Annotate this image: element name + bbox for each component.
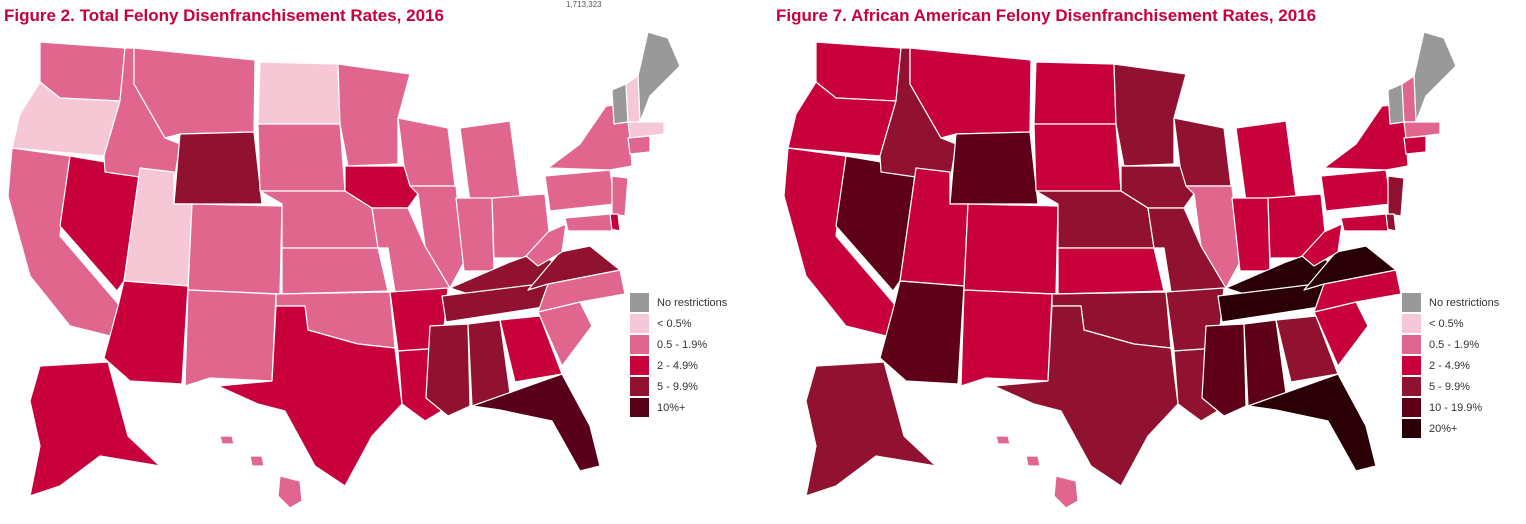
legend-label: No restrictions	[1429, 296, 1500, 309]
legend-swatch	[630, 356, 649, 375]
state-wv	[525, 223, 567, 267]
state-md	[564, 213, 613, 232]
state-ct	[627, 135, 651, 155]
state-mi	[1235, 120, 1297, 203]
state-mn	[1113, 63, 1187, 167]
legend-item: 10 - 19.9%	[1402, 397, 1499, 418]
legend-label: 2 - 4.9%	[657, 359, 698, 372]
legend-swatch	[630, 377, 649, 396]
state-ks	[1057, 247, 1165, 295]
legend-swatch	[1402, 335, 1421, 354]
state-co	[187, 203, 283, 295]
state-nm	[960, 289, 1053, 387]
figure-2-legend: No restrictions < 0.5% 0.5 - 1.9% 2 - 4.9% 5…	[630, 292, 727, 418]
legend-label: 0.5 - 1.9%	[657, 338, 708, 351]
legend-item: 10%+	[630, 397, 727, 418]
state-wi	[1173, 117, 1232, 187]
legend-swatch	[1402, 356, 1421, 375]
state-hi	[995, 435, 1079, 509]
legend-item: 20%+	[1402, 418, 1499, 439]
legend-label: 20%+	[1429, 422, 1458, 435]
legend-swatch	[1402, 293, 1421, 312]
state-pa	[544, 169, 616, 212]
state-vt	[611, 83, 629, 125]
state-co	[963, 203, 1059, 295]
legend-label: 0.5 - 1.9%	[1429, 338, 1480, 351]
state-sd	[257, 123, 346, 192]
figure-7-title: Figure 7. African American Felony Disenf…	[776, 6, 1317, 25]
legend-swatch	[1402, 419, 1421, 438]
state-va	[1303, 245, 1397, 291]
legend-label: 2 - 4.9%	[1429, 359, 1470, 372]
state-ma	[627, 121, 665, 139]
state-mn	[337, 63, 411, 167]
figure-7-legend: No restrictions < 0.5% 0.5 - 1.9% 2 - 4.9% 5…	[1402, 292, 1499, 439]
legend-swatch	[630, 293, 649, 312]
state-me	[1413, 31, 1457, 123]
state-ak	[805, 361, 937, 497]
state-wy	[173, 131, 263, 205]
legend-item: 5 - 9.9%	[630, 376, 727, 397]
figure-2-corner-tag: 1,713,323	[566, 0, 602, 9]
state-me	[637, 31, 681, 123]
state-ct	[1403, 135, 1427, 155]
map-african-american-felony-disenfranchisement	[783, 31, 1457, 509]
legend-label: 5 - 9.9%	[657, 380, 698, 393]
state-tx	[217, 305, 403, 487]
legend-item: No restrictions	[630, 292, 727, 313]
state-fl	[471, 373, 601, 472]
state-ak	[29, 361, 161, 497]
state-pa	[1320, 169, 1392, 212]
state-hi	[219, 435, 303, 509]
legend-swatch	[1402, 377, 1421, 396]
state-wv	[1301, 223, 1343, 267]
state-tx	[993, 305, 1179, 487]
state-md	[1340, 213, 1389, 232]
state-nh	[625, 75, 641, 123]
legend-item: < 0.5%	[1402, 313, 1499, 334]
legend-item: 5 - 9.9%	[1402, 376, 1499, 397]
legend-label: 10 - 19.9%	[1429, 401, 1483, 414]
legend-swatch	[1402, 398, 1421, 417]
legend-label: < 0.5%	[657, 317, 692, 330]
state-sd	[1033, 123, 1122, 192]
legend-swatch	[630, 314, 649, 333]
state-nm	[184, 289, 277, 387]
legend-label: 5 - 9.9%	[1429, 380, 1470, 393]
state-az	[103, 280, 189, 385]
state-ms	[425, 323, 471, 417]
state-fl	[1247, 373, 1377, 472]
legend-item: < 0.5%	[630, 313, 727, 334]
legend-swatch	[630, 398, 649, 417]
state-nd	[257, 61, 341, 125]
legend-item: No restrictions	[1402, 292, 1499, 313]
legend-label: No restrictions	[657, 296, 728, 309]
legend-item: 2 - 4.9%	[630, 355, 727, 376]
state-wi	[397, 117, 456, 187]
state-ms	[1201, 323, 1247, 417]
legend-item: 0.5 - 1.9%	[1402, 334, 1499, 355]
state-nd	[1033, 61, 1117, 125]
legend-swatch	[630, 335, 649, 354]
state-nh	[1401, 75, 1417, 123]
legend-item: 0.5 - 1.9%	[630, 334, 727, 355]
state-wy	[949, 131, 1039, 205]
state-ma	[1403, 121, 1441, 139]
legend-item: 2 - 4.9%	[1402, 355, 1499, 376]
legend-label: < 0.5%	[1429, 317, 1464, 330]
state-va	[527, 245, 621, 291]
state-mi	[459, 120, 521, 203]
state-nj	[611, 175, 629, 217]
state-ks	[281, 247, 389, 295]
state-az	[879, 280, 965, 385]
figure-2-title: Figure 2. Total Felony Disenfranchisemen…	[4, 6, 444, 25]
state-nj	[1387, 175, 1405, 217]
state-vt	[1387, 83, 1405, 125]
legend-label: 10%+	[657, 401, 686, 414]
map-total-felony-disenfranchisement	[7, 31, 681, 509]
legend-swatch	[1402, 314, 1421, 333]
